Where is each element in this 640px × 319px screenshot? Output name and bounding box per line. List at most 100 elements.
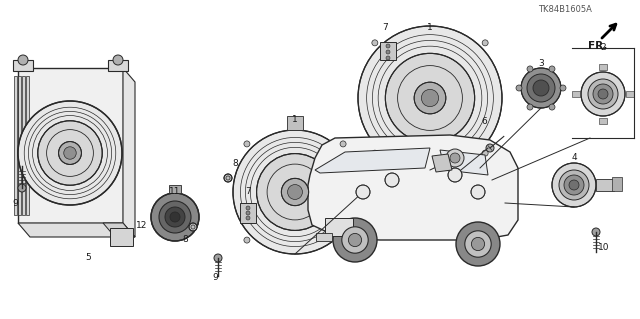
Text: 3: 3 xyxy=(538,60,544,69)
Circle shape xyxy=(516,85,522,91)
Polygon shape xyxy=(18,76,21,215)
Circle shape xyxy=(244,237,250,243)
Bar xyxy=(287,116,303,130)
Circle shape xyxy=(533,80,549,96)
Bar xyxy=(596,179,614,191)
Text: 1: 1 xyxy=(292,115,298,124)
Bar xyxy=(572,91,580,97)
Text: 12: 12 xyxy=(136,221,148,231)
Circle shape xyxy=(340,237,346,243)
Circle shape xyxy=(421,89,438,107)
Circle shape xyxy=(552,163,596,207)
Polygon shape xyxy=(14,76,17,215)
Polygon shape xyxy=(103,223,135,237)
Text: 8: 8 xyxy=(182,235,188,244)
Circle shape xyxy=(287,185,303,199)
Text: 2: 2 xyxy=(600,43,606,53)
Text: 8: 8 xyxy=(232,160,238,168)
Circle shape xyxy=(598,89,608,99)
Circle shape xyxy=(471,185,485,199)
Circle shape xyxy=(342,227,368,253)
Bar xyxy=(599,64,607,70)
Circle shape xyxy=(549,66,555,72)
Polygon shape xyxy=(169,185,181,193)
Circle shape xyxy=(559,170,589,200)
Bar xyxy=(316,233,332,241)
Polygon shape xyxy=(110,228,133,246)
Circle shape xyxy=(113,55,123,65)
Text: 7: 7 xyxy=(382,24,388,33)
Polygon shape xyxy=(123,68,135,237)
Circle shape xyxy=(482,40,488,46)
Circle shape xyxy=(385,173,399,187)
Circle shape xyxy=(527,74,555,102)
Polygon shape xyxy=(315,148,430,173)
Text: FR.: FR. xyxy=(588,41,607,51)
Circle shape xyxy=(593,84,613,104)
Circle shape xyxy=(246,206,250,210)
Polygon shape xyxy=(26,76,29,215)
Circle shape xyxy=(59,142,81,164)
Circle shape xyxy=(170,212,180,222)
Circle shape xyxy=(159,201,191,233)
Circle shape xyxy=(151,193,199,241)
Polygon shape xyxy=(22,76,25,215)
Circle shape xyxy=(246,211,250,215)
Circle shape xyxy=(465,231,492,257)
Circle shape xyxy=(333,218,377,262)
Circle shape xyxy=(472,237,484,251)
Circle shape xyxy=(560,85,566,91)
Text: 10: 10 xyxy=(598,243,610,253)
Circle shape xyxy=(189,223,197,231)
Circle shape xyxy=(527,66,533,72)
Circle shape xyxy=(358,26,502,170)
Polygon shape xyxy=(18,68,123,223)
Circle shape xyxy=(18,184,26,192)
Circle shape xyxy=(386,44,390,48)
Circle shape xyxy=(414,82,446,114)
Circle shape xyxy=(386,50,390,54)
Polygon shape xyxy=(432,154,452,172)
Bar xyxy=(380,42,396,60)
Polygon shape xyxy=(308,135,518,240)
Circle shape xyxy=(38,121,102,185)
Text: 4: 4 xyxy=(571,153,577,162)
Circle shape xyxy=(372,150,378,156)
Circle shape xyxy=(385,53,475,143)
Polygon shape xyxy=(13,60,33,71)
Circle shape xyxy=(592,228,600,236)
Circle shape xyxy=(446,149,464,167)
Circle shape xyxy=(64,147,76,159)
Circle shape xyxy=(233,130,357,254)
Circle shape xyxy=(482,150,488,156)
Circle shape xyxy=(448,168,462,182)
Bar xyxy=(612,177,622,191)
Text: 5: 5 xyxy=(85,254,91,263)
Circle shape xyxy=(257,153,333,230)
Circle shape xyxy=(549,104,555,110)
Text: 7: 7 xyxy=(245,188,251,197)
Circle shape xyxy=(246,216,250,220)
Polygon shape xyxy=(440,150,488,175)
Text: 11: 11 xyxy=(169,188,180,197)
Bar xyxy=(599,118,607,124)
Polygon shape xyxy=(108,60,128,71)
Circle shape xyxy=(450,153,460,163)
Circle shape xyxy=(224,174,232,182)
Circle shape xyxy=(521,68,561,108)
Text: TK84B1605A: TK84B1605A xyxy=(538,5,592,14)
Circle shape xyxy=(588,79,618,109)
Text: 6: 6 xyxy=(481,117,487,127)
Circle shape xyxy=(165,207,185,227)
Text: 9: 9 xyxy=(212,273,218,283)
Polygon shape xyxy=(18,223,135,237)
Text: 9: 9 xyxy=(12,199,18,209)
Circle shape xyxy=(340,141,346,147)
Bar xyxy=(626,91,634,97)
Circle shape xyxy=(18,101,122,205)
Circle shape xyxy=(356,185,370,199)
Text: 1: 1 xyxy=(427,24,433,33)
Circle shape xyxy=(456,222,500,266)
Circle shape xyxy=(564,175,584,195)
Circle shape xyxy=(372,40,378,46)
